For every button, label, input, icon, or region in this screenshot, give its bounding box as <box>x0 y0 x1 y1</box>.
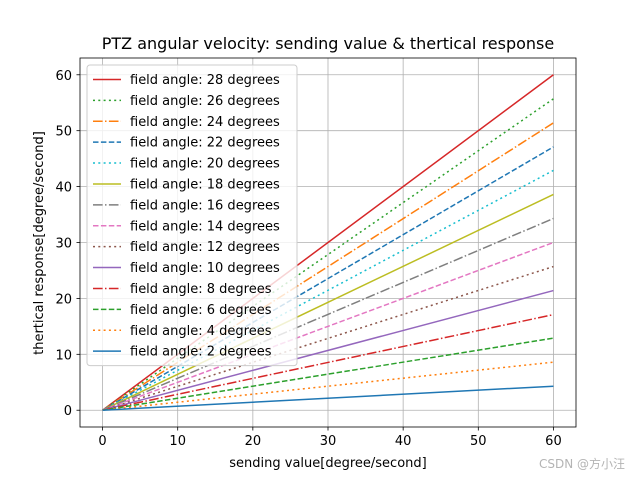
series-line-11 <box>102 337 554 411</box>
legend-label: field angle: 22 degrees <box>130 136 280 151</box>
y-tick-label: 60 <box>55 69 72 84</box>
series-line-3 <box>102 146 554 411</box>
legend-label: field angle: 18 degrees <box>130 177 280 192</box>
legend-label: field angle: 10 degrees <box>130 261 280 276</box>
legend-label: field angle: 14 degrees <box>130 219 280 234</box>
series-line-9 <box>102 289 554 411</box>
y-axis-label: thertical response[degree/second] <box>32 131 47 355</box>
x-tick-label: 60 <box>545 434 562 449</box>
series-line-5 <box>102 193 554 411</box>
watermark: CSDN @方小汪 <box>538 457 625 471</box>
y-tick-label: 40 <box>55 181 72 196</box>
series-line-10 <box>102 313 554 411</box>
legend-label: field angle: 28 degrees <box>130 73 280 88</box>
series-line-4 <box>102 169 554 411</box>
legend-label: field angle: 24 degrees <box>130 115 280 130</box>
ticks: 0 10 20 30 40 50 60 0 10 20 30 40 50 60 <box>55 69 561 449</box>
y-tick-label: 0 <box>64 404 72 419</box>
legend: field angle: 28 degrees field angle: 26 d… <box>86 64 298 367</box>
series-line-12 <box>102 361 554 411</box>
legend-label: field angle: 20 degrees <box>130 157 280 172</box>
legend-label: field angle: 2 degrees <box>130 345 272 360</box>
legend-box <box>86 64 298 367</box>
y-tick-label: 20 <box>55 292 72 307</box>
series-lines <box>102 74 554 411</box>
x-tick-label: 40 <box>395 434 412 449</box>
series-line-6 <box>102 217 554 411</box>
x-tick-label: 20 <box>245 434 262 449</box>
legend-label: field angle: 4 degrees <box>130 324 272 339</box>
series-line-13 <box>102 385 554 411</box>
legend-label: field angle: 6 degrees <box>130 303 272 318</box>
y-tick-label: 50 <box>55 125 72 140</box>
legend-label: field angle: 8 degrees <box>130 282 272 297</box>
x-tick-label: 30 <box>320 434 337 449</box>
x-axis-label: sending value[degree/second] <box>229 456 426 471</box>
y-tick-label: 30 <box>55 237 72 252</box>
chart-title: PTZ angular velocity: sending value & th… <box>102 34 554 53</box>
series-line-2 <box>102 122 554 411</box>
legend-label: field angle: 12 degrees <box>130 240 280 255</box>
x-tick-label: 10 <box>169 434 186 449</box>
x-tick-label: 0 <box>98 434 106 449</box>
x-tick-label: 50 <box>470 434 487 449</box>
legend-label: field angle: 26 degrees <box>130 94 280 109</box>
series-line-7 <box>102 241 554 411</box>
y-tick-label: 10 <box>55 348 72 363</box>
legend-label: field angle: 16 degrees <box>130 198 280 213</box>
